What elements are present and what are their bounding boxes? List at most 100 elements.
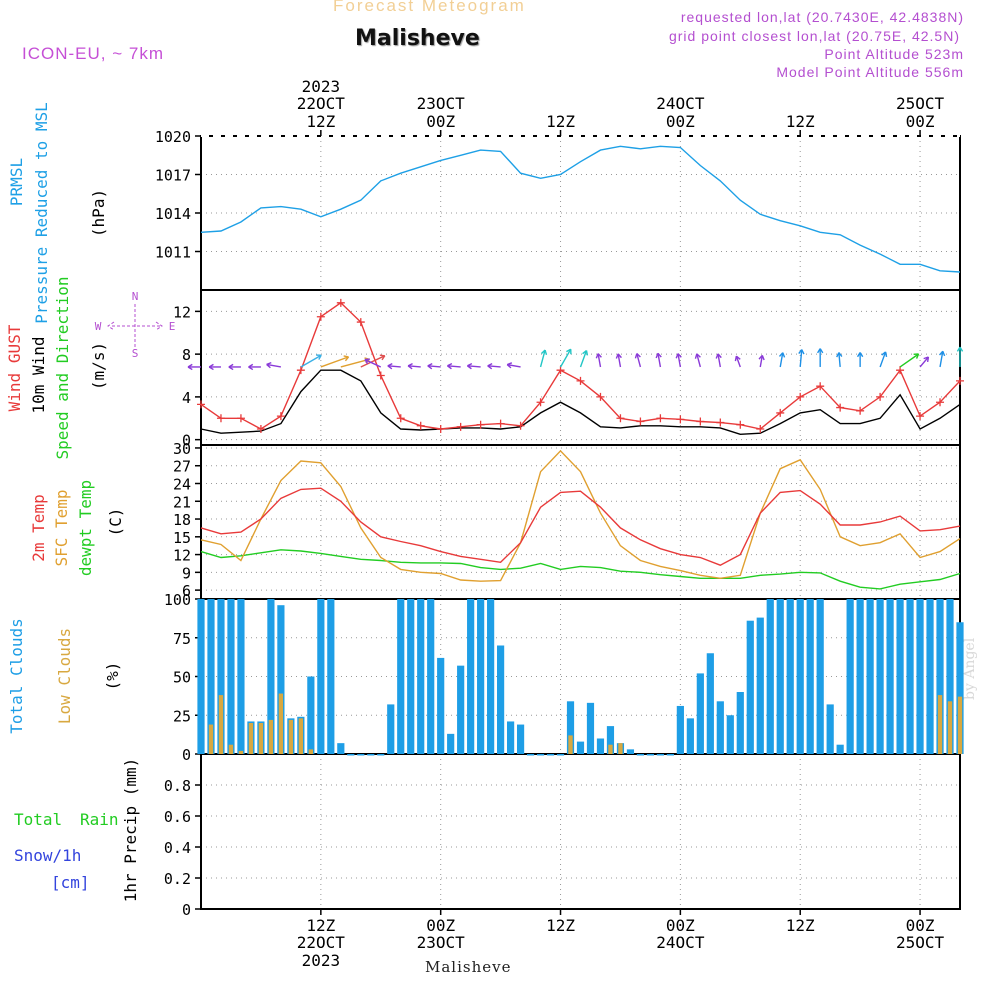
wind-arrow-head [187,363,193,371]
total-cloud-bar [227,599,235,754]
wind-arrow [266,363,282,368]
wind-arrow [838,352,841,368]
total-cloud-bar [367,754,375,756]
low-cloud-bar [608,744,613,754]
gust-point [516,421,525,430]
total-cloud-bar [736,692,744,754]
total-cloud-bar [207,599,215,754]
low-cloud-bar [238,750,244,754]
y-tick-label: 1014 [155,205,191,223]
total-cloud-bar [437,657,445,754]
wind-gust-label: Wind GUST [5,324,24,411]
total-cloud-bar [596,738,605,754]
wind10m-label: 10m Wind [29,336,48,413]
total-cloud-bar [856,599,864,754]
wind-arrow-head [758,354,765,361]
top-date-label: 25OCT [896,94,945,113]
gust-point [876,392,885,401]
pressure-line [200,145,961,273]
footer-location: Malisheve [425,958,512,976]
y-tick-label: 6 [182,582,191,600]
gust-point [436,424,445,433]
total-cloud-bar [457,665,465,754]
wind-arrow-head [675,353,682,359]
wind-arrow-head [208,363,214,371]
low-clouds-label: Low Clouds [55,628,74,724]
bottom-hour-label: 12Z [306,916,335,935]
gust-point [396,414,405,423]
total-cloud-bar [477,599,485,754]
total-cloud-bar [516,724,525,754]
low-cloud-bar [308,749,314,754]
total-cloud-bar [836,744,844,754]
y-tick-label: 25 [173,707,191,725]
wind-arrow [919,356,929,368]
gust-point [376,371,385,380]
precip-unit: 1hr Precip (mm) [121,758,140,903]
wind-arrow [735,355,741,368]
y-tick-label: 0.6 [164,808,191,826]
total-cloud-bar [417,599,425,754]
wind-arrow [427,365,441,368]
point-altitude: Point Altitude 523m [824,46,964,62]
gust-point [916,412,925,421]
total-cloud-bar [816,599,824,754]
total-cloud-bar [696,673,704,754]
bottom-hour-label: 12Z [786,916,815,935]
total-cloud-bar [467,599,475,754]
y-tick-label: 100 [164,591,191,609]
wind-arrow-head [798,349,805,355]
bottom-date-label: 24OCT [656,933,705,952]
total-cloud-bar [676,705,684,754]
low-cloud-bar [248,723,254,754]
panel-frame [200,444,961,600]
wind-arrow-head [427,363,433,370]
total-cloud-bar [217,599,225,754]
y-tick-label: 4 [182,389,191,407]
y-tick-label: 1017 [155,167,191,185]
total-cloud-bar [946,599,954,754]
gust-point [416,421,425,430]
precip-unit-cm: [cm] [51,873,90,892]
total-cloud-bar [377,754,385,756]
low-cloud-bar [568,735,573,754]
wind-arrow [677,353,682,368]
location-title: Malisheve [355,26,480,51]
wind-arrow [879,351,887,368]
wind-arrow [364,358,382,368]
y-tick-label: 9 [182,564,191,582]
gust-point [556,366,565,375]
wind-arrow-head [881,351,888,357]
y-tick-label: 12 [173,303,191,321]
compass-n: N [132,290,139,303]
total-cloud-bar [886,599,894,754]
gust-point [476,420,485,429]
low-cloud-bar [258,723,264,754]
total-cloud-bar [347,754,355,756]
wind-arrow [300,354,322,368]
total-cloud-bar [796,599,804,754]
wind-arrow [360,355,386,368]
y-tick-label: 0.2 [164,870,191,888]
total-cloud-bar [726,715,734,754]
wind-arrow [447,365,461,368]
gust-point [316,312,325,321]
gust-point [456,422,465,431]
gust-point [736,420,745,429]
clouds-unit: (%) [103,662,122,691]
wind-unit: (m/s) [89,342,108,390]
bottom-hour-label: 00Z [666,916,695,935]
wind-arrow [407,365,421,368]
total-cloud-bar [566,701,575,754]
wind-arrow-head [248,363,254,371]
wind-arrow-head [407,363,413,370]
total-cloud-bar [586,702,595,754]
total-cloud-bar [546,754,555,756]
precip-rain-label: Rain [80,810,119,829]
dewpt-label: dewpt Temp [76,480,95,576]
panel-frame [200,289,961,446]
y-tick-label: 15 [173,529,191,547]
total-cloud-bar [896,599,904,754]
wind-arrow-head [836,352,843,358]
wind-arrow [636,353,642,368]
